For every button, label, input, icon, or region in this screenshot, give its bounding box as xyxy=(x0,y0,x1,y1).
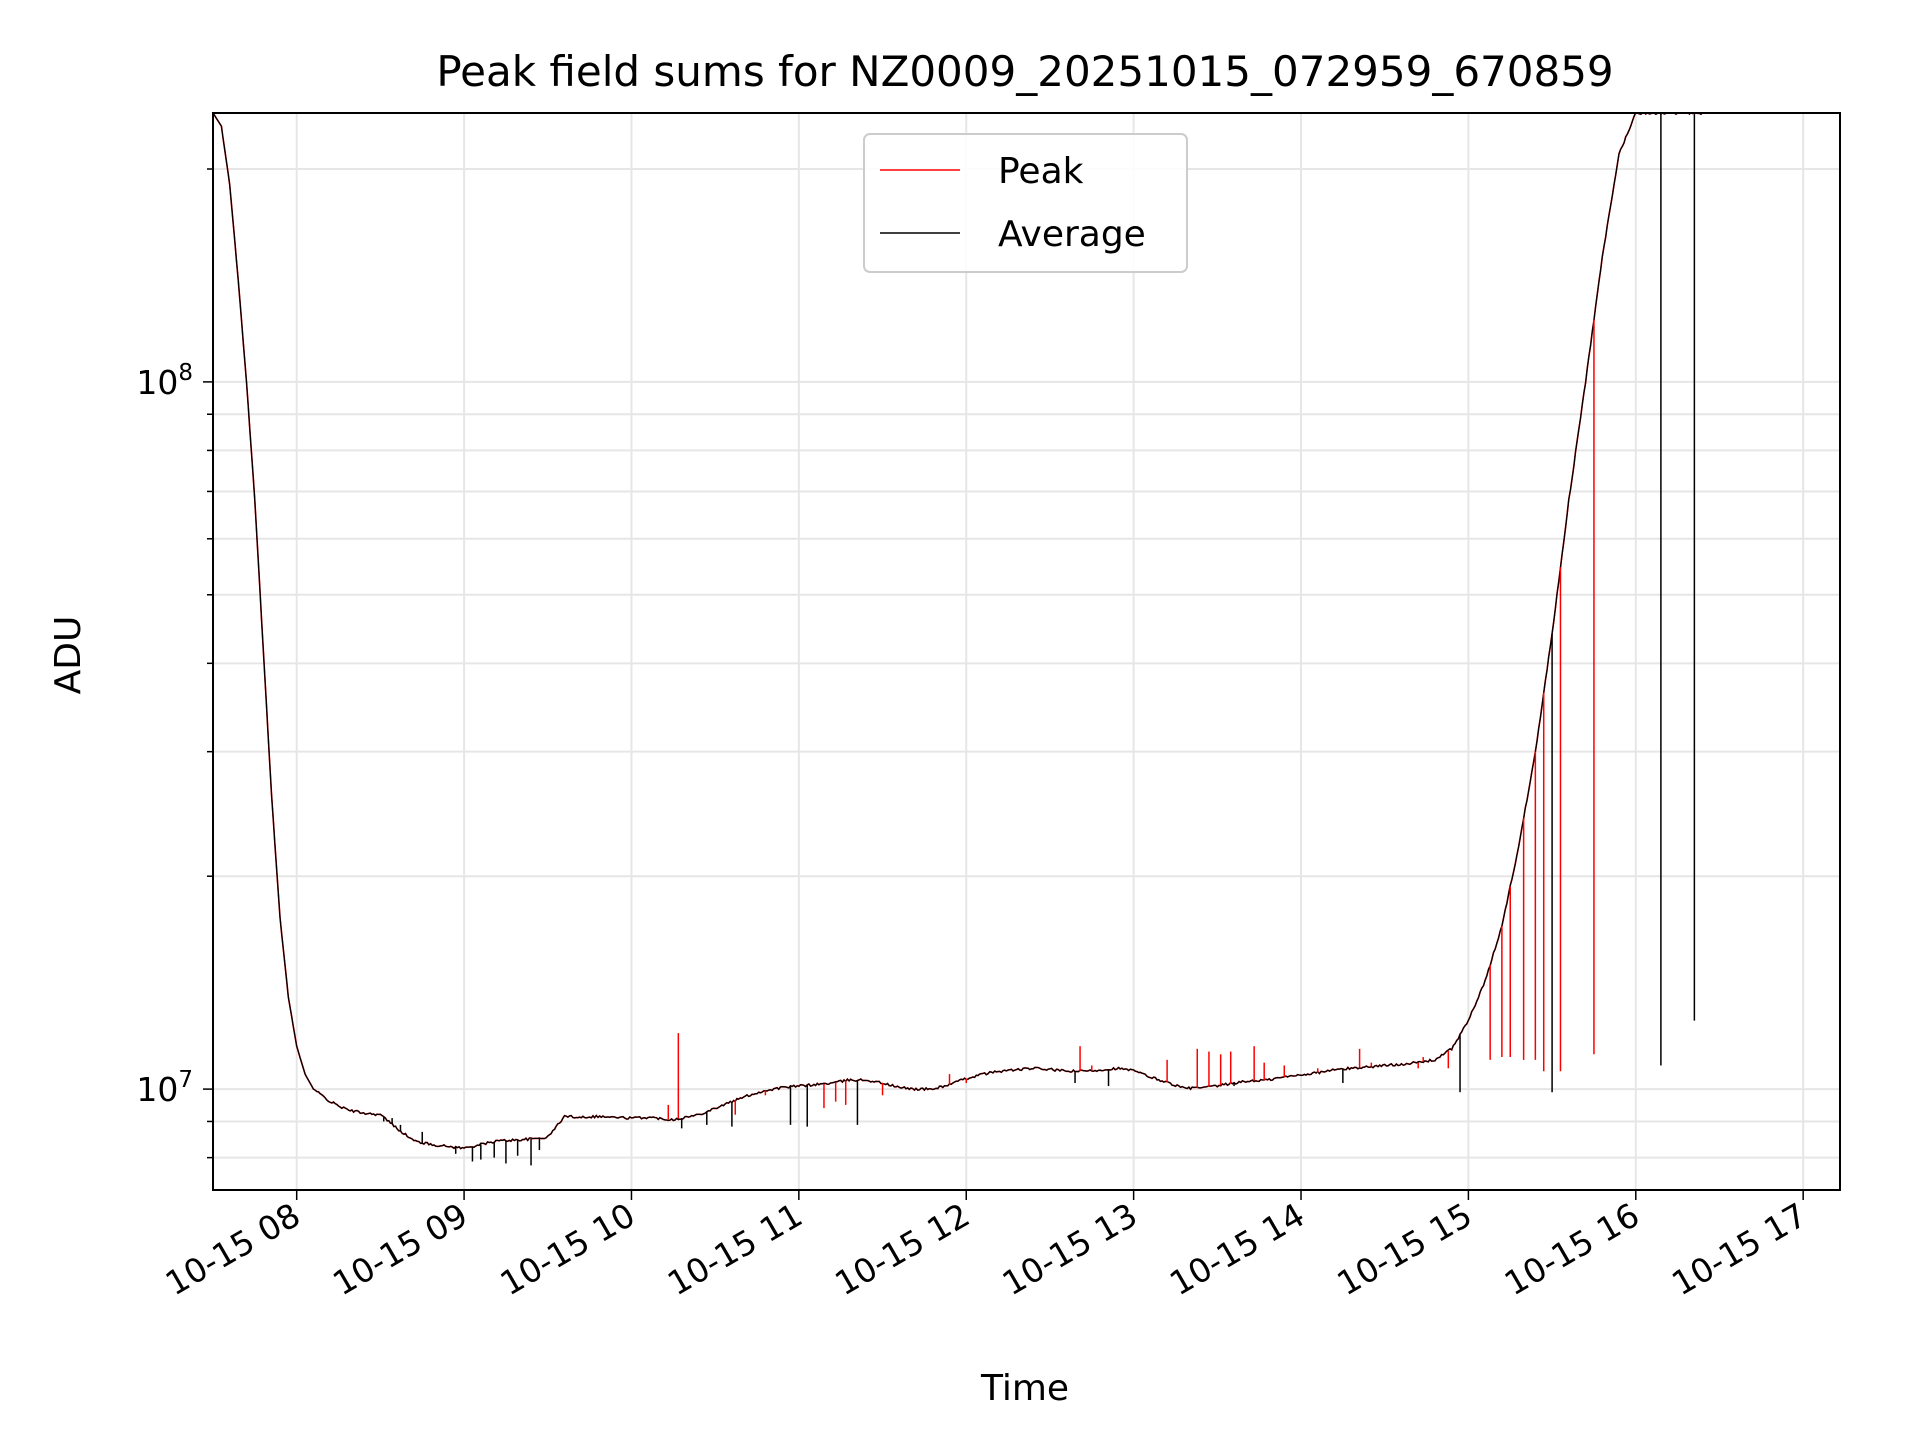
grid xyxy=(213,113,1840,1190)
plot-area xyxy=(213,113,1829,1166)
y-tick-label: 108 xyxy=(136,360,193,402)
legend-peak-label: Peak xyxy=(998,151,1084,192)
x-axis-label: Time xyxy=(980,1368,1069,1409)
y-axis: 107 108 xyxy=(136,168,213,1159)
legend-box xyxy=(863,133,1188,273)
legend: Peak Average xyxy=(863,133,1188,273)
legend-average-label: Average xyxy=(998,214,1146,255)
y-tick-label: 107 xyxy=(136,1067,193,1109)
average-series-line xyxy=(213,113,1829,1150)
plot-frame xyxy=(212,112,1841,1191)
chart-title: Peak field sums for NZ0009_20251015_0729… xyxy=(436,47,1613,96)
y-axis-label: ADU xyxy=(48,616,89,695)
